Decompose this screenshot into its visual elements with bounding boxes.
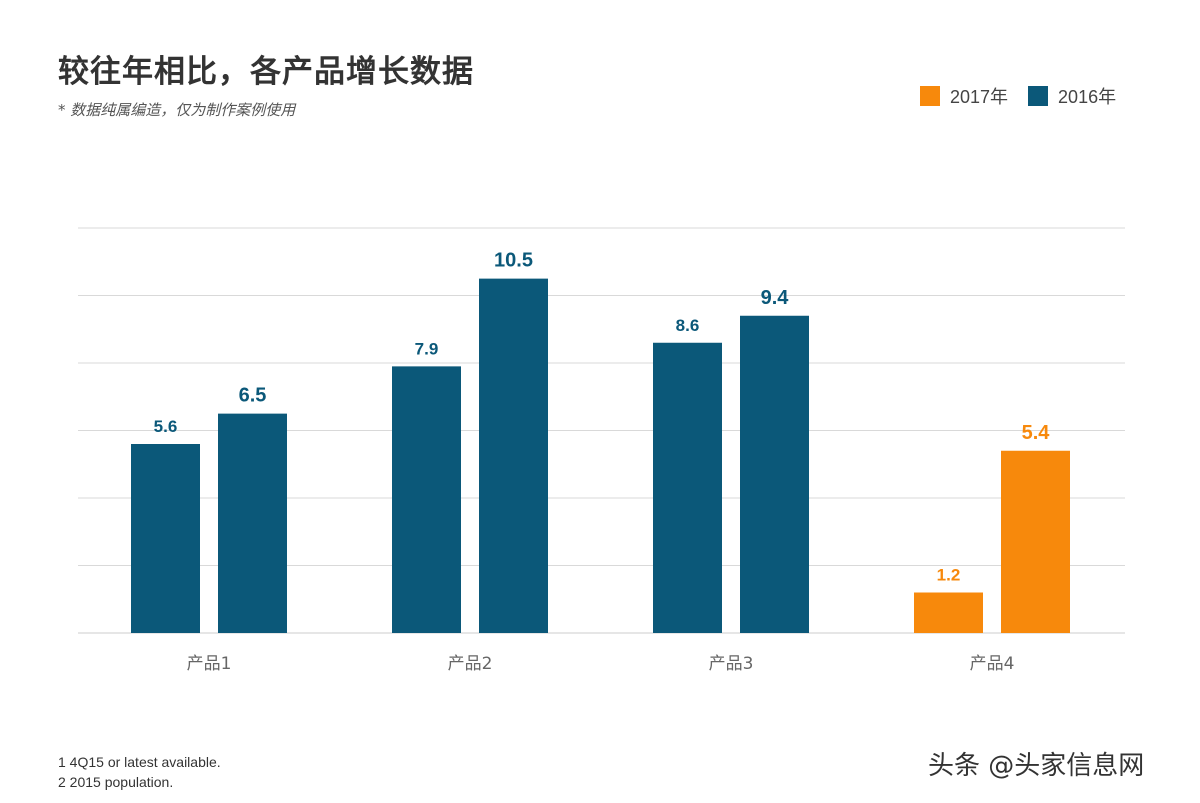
x-tick-label: 产品4	[970, 654, 1015, 674]
bar	[392, 366, 461, 633]
bar	[740, 315, 809, 633]
bar-value-label: 10.5	[494, 250, 533, 272]
legend-label-2017: 2017年	[950, 87, 1009, 107]
watermark: 头条 @头家信息网	[928, 751, 1145, 781]
bar	[914, 592, 983, 633]
bars	[131, 278, 1070, 633]
footnotes: 1 4Q15 or latest available. 2 2015 popul…	[58, 752, 221, 792]
x-tick-label: 产品3	[709, 654, 754, 674]
bar	[1001, 450, 1070, 633]
chart-title: 较往年相比，各产品增长数据	[58, 54, 474, 90]
legend-label-2016: 2016年	[1058, 87, 1117, 107]
bar	[218, 413, 287, 633]
bar-value-label: 1.2	[937, 566, 961, 585]
bar-value-label: 5.6	[154, 417, 178, 436]
x-tick-label: 产品2	[448, 654, 493, 674]
bar-value-label: 9.4	[761, 287, 790, 309]
legend: 2017年 2016年	[920, 83, 1116, 109]
bar-value-label: 8.6	[676, 316, 700, 335]
legend-item-2017: 2017年	[920, 83, 1008, 109]
legend-swatch-2017	[920, 86, 940, 106]
footnote-1: 1 4Q15 or latest available.	[58, 754, 221, 770]
bar	[131, 444, 200, 633]
legend-swatch-2016	[1028, 86, 1049, 106]
bar	[479, 278, 548, 633]
x-tick-labels: 产品1 产品2 产品3 产品4	[187, 654, 1015, 674]
legend-item-2016: 2016年	[1028, 83, 1116, 109]
footnote-2: 2 2015 population.	[58, 774, 174, 790]
x-tick-label: 产品1	[187, 654, 232, 674]
bar	[653, 342, 722, 633]
chart-subtitle: * 数据纯属编造，仅为制作案例使用	[58, 101, 296, 119]
value-labels: 5.6 6.5 7.9 10.5 8.6 9.4 1.2 5.4	[154, 250, 1051, 585]
bar-value-label: 6.5	[239, 385, 267, 407]
bar-value-label: 7.9	[415, 339, 439, 358]
bar-value-label: 5.4	[1022, 422, 1051, 444]
